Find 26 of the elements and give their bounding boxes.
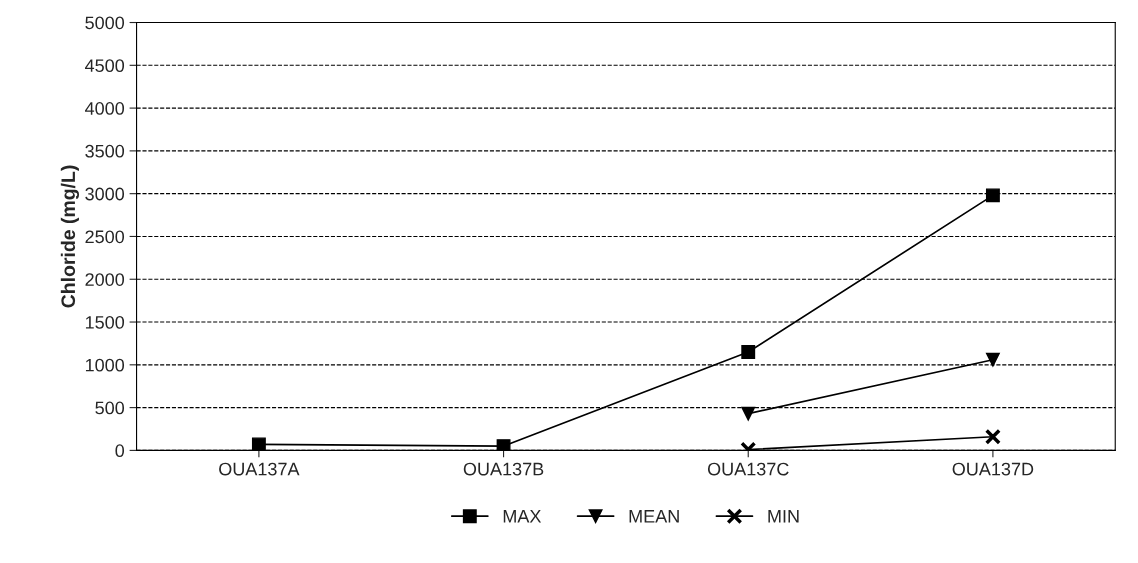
point	[741, 406, 756, 421]
x-tick-label: OUA137D	[952, 462, 1034, 476]
legend-label: MEAN	[629, 510, 679, 523]
y-tick-label: 1000	[85, 358, 125, 372]
y-axis-title: Chloride (mg/L)	[60, 165, 80, 308]
y-tick-label: 3500	[85, 144, 125, 158]
y-tick-label: 2500	[85, 230, 125, 244]
point	[985, 352, 1000, 367]
point	[496, 439, 511, 451]
legend-label: MIN	[768, 510, 799, 523]
y-tick-label: 3000	[85, 187, 125, 201]
point	[985, 188, 1000, 203]
x-tick-label: OUA137C	[707, 462, 789, 476]
y-tick-label: 4000	[85, 102, 125, 115]
legend-label: MAX	[503, 510, 542, 523]
y-tick-label: 4500	[85, 59, 125, 73]
y-tick-label: 0	[115, 444, 125, 458]
point	[984, 428, 1001, 445]
y-tick-label: 500	[95, 401, 125, 415]
x-tick-label: OUA137A	[219, 462, 300, 476]
y-tick-label: 1500	[85, 315, 125, 329]
y-tick-label: 2000	[85, 273, 125, 286]
y-tick-label: 5000	[85, 16, 125, 30]
point	[741, 345, 756, 359]
x-tick-label: OUA137B	[463, 462, 544, 476]
point	[251, 437, 266, 451]
